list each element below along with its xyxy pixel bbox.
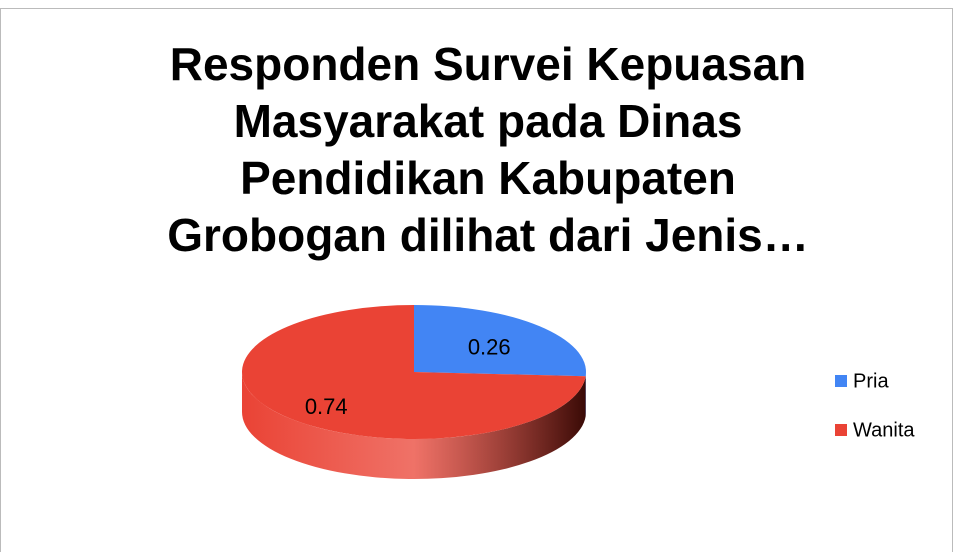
pie-slice-side [242, 372, 586, 479]
legend-swatch [835, 424, 847, 436]
pie-slice [241, 305, 586, 439]
legend-label: Wanita [853, 419, 915, 441]
legend-label: Pria [853, 370, 889, 392]
data-label: 0.74 [305, 394, 348, 419]
chart-title: Responden Survei Kepuasan Masyarakat pad… [167, 38, 809, 261]
pie-slice [414, 305, 586, 377]
data-label: 0.26 [468, 334, 511, 359]
legend-swatch [835, 375, 847, 387]
